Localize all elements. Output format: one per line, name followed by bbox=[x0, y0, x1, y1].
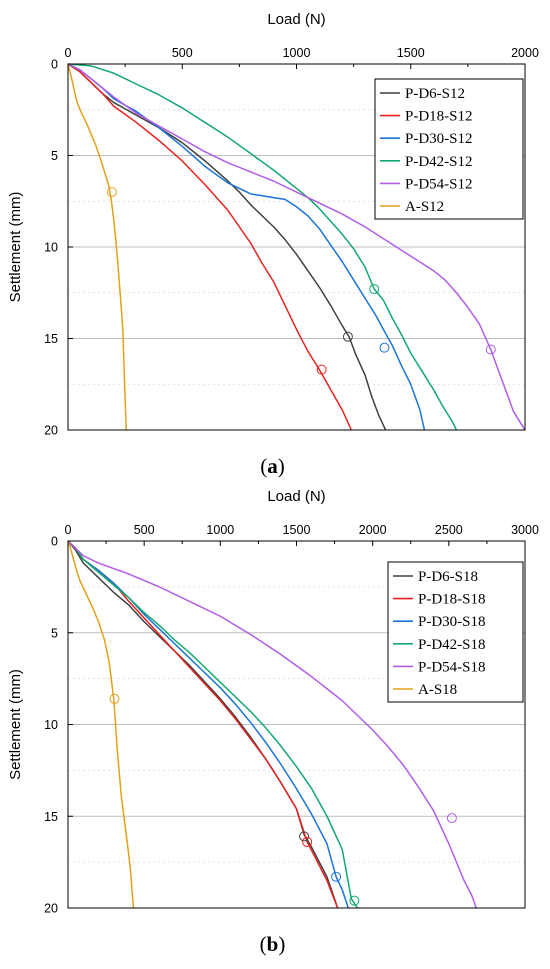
legend-label: P-D42-S18 bbox=[418, 637, 486, 653]
x-tick-label: 1500 bbox=[397, 46, 425, 60]
x-tick-label: 0 bbox=[65, 46, 72, 60]
series-line-p-d54-s18 bbox=[67, 540, 477, 909]
y-tick-label: 15 bbox=[44, 332, 58, 346]
legend-label: A-S12 bbox=[405, 199, 444, 215]
series-line-p-d6-s12 bbox=[67, 63, 387, 431]
y-tick-label: 20 bbox=[44, 902, 58, 916]
chart-panel-b: 0 500 1000 1500 2000 2500 3000 0 5 10 15 20 Load (N)… bbox=[7, 488, 539, 956]
marker-a-s18 bbox=[109, 693, 120, 704]
legend-label: P-D18-S18 bbox=[418, 592, 486, 608]
marker-p-d6-s12 bbox=[342, 331, 353, 342]
legend-label: P-D18-S12 bbox=[405, 109, 473, 125]
legend-label: P-D54-S18 bbox=[418, 659, 486, 675]
series-line-a-s12 bbox=[67, 63, 128, 431]
y-tick-label: 10 bbox=[44, 718, 58, 732]
marker-p-d54-s12 bbox=[485, 344, 496, 355]
y-tick-label: 0 bbox=[51, 58, 58, 72]
y-axis-title: Settlement (mm) bbox=[7, 669, 24, 780]
y-tick-label: 5 bbox=[51, 149, 58, 163]
legend-label: P-D6-S12 bbox=[405, 86, 465, 102]
series-line-p-d42-s12 bbox=[67, 63, 458, 431]
x-tick-label: 2000 bbox=[359, 523, 387, 537]
legend-label: P-D6-S18 bbox=[418, 569, 478, 585]
legend-label: A-S18 bbox=[418, 682, 457, 698]
chart-panel-a: 0 500 1000 1500 2000 0 5 10 15 20 Load (N) Settleme… bbox=[7, 11, 539, 478]
y-axis-title: Settlement (mm) bbox=[7, 192, 24, 303]
x-tick-label: 3000 bbox=[511, 523, 539, 537]
marker-p-d42-s18 bbox=[349, 895, 360, 906]
marker-p-d6-s18 bbox=[299, 831, 310, 842]
panel-label: (b) bbox=[260, 932, 286, 956]
x-axis-title: Load (N) bbox=[267, 488, 325, 505]
y-tick-label: 0 bbox=[51, 535, 58, 549]
legend: P-D6-S12 P-D18-S12 P-D30-S12 P-D42-S12 P-D54… bbox=[374, 78, 524, 220]
x-tick-label: 500 bbox=[172, 46, 193, 60]
panel-label: (a) bbox=[260, 454, 285, 478]
series-line-p-d18-s12 bbox=[67, 63, 353, 431]
series-line-p-d54-s12 bbox=[67, 63, 526, 431]
marker-p-d18-s18 bbox=[302, 836, 313, 847]
x-tick-label: 0 bbox=[65, 523, 72, 537]
legend-label: P-D54-S12 bbox=[405, 176, 473, 192]
y-tick-label: 20 bbox=[44, 424, 58, 438]
series-line-a-s18 bbox=[67, 540, 135, 909]
x-tick-label: 1000 bbox=[206, 523, 234, 537]
marker-p-d18-s12 bbox=[316, 364, 327, 375]
marker-p-d30-s18 bbox=[331, 871, 342, 882]
series-line-p-d30-s18 bbox=[67, 540, 350, 909]
y-tick-label: 10 bbox=[44, 241, 58, 255]
legend-box bbox=[374, 78, 524, 220]
legend: P-D6-S18 P-D18-S18 P-D30-S18 P-D42-S18 P-D54… bbox=[387, 561, 524, 703]
marker-p-d30-s12 bbox=[379, 342, 390, 353]
series-line-p-d42-s18 bbox=[67, 540, 359, 909]
legend-label: P-D30-S12 bbox=[405, 131, 473, 147]
marker-p-d42-s12 bbox=[369, 284, 380, 295]
x-tick-label: 2000 bbox=[511, 46, 539, 60]
marker-a-s12 bbox=[106, 187, 117, 198]
x-tick-label: 1000 bbox=[283, 46, 311, 60]
y-tick-label: 5 bbox=[51, 626, 58, 640]
marker-p-d54-s18 bbox=[446, 813, 457, 824]
y-tick-label: 15 bbox=[44, 810, 58, 824]
legend-label: P-D42-S12 bbox=[405, 154, 473, 170]
x-tick-label: 500 bbox=[134, 523, 155, 537]
x-tick-label: 2500 bbox=[435, 523, 463, 537]
x-axis-title: Load (N) bbox=[267, 11, 325, 28]
legend-label: P-D30-S18 bbox=[418, 614, 486, 630]
legend-box bbox=[387, 561, 524, 703]
x-tick-label: 1500 bbox=[283, 523, 311, 537]
